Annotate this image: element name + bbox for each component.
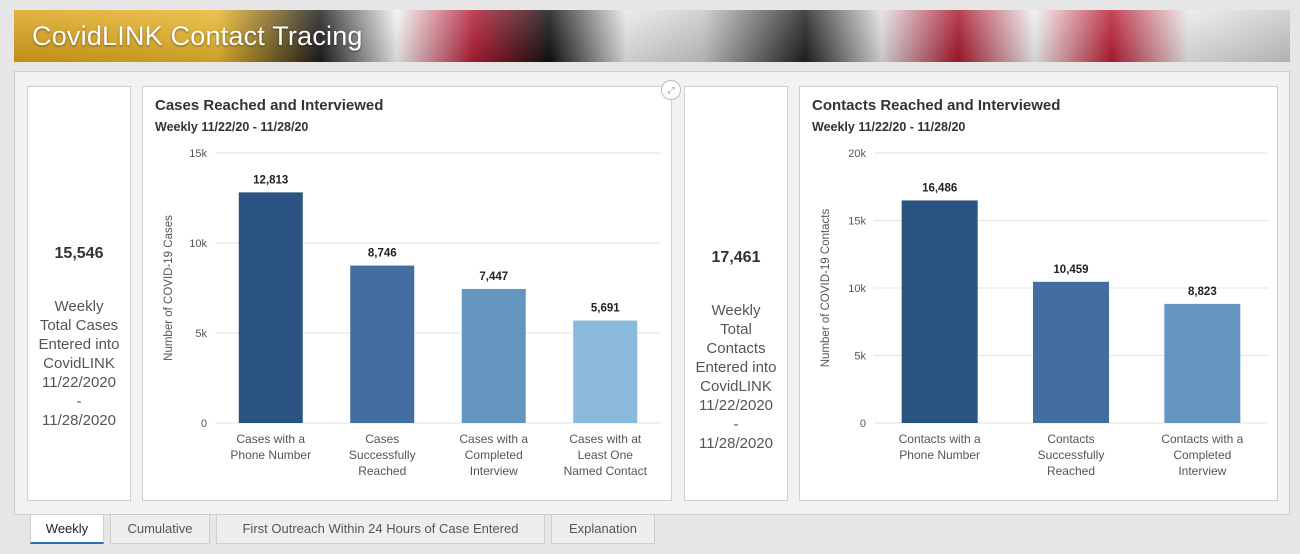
x-tick-label: Interview — [470, 464, 518, 478]
data-label: 8,746 — [368, 248, 397, 260]
data-label: 16,486 — [922, 182, 957, 194]
tab-explanation[interactable]: Explanation — [551, 514, 655, 544]
x-tick-label: Cases with at — [569, 432, 642, 446]
header-banner: CovidLINK Contact Tracing — [14, 10, 1290, 62]
x-tick-label: Phone Number — [230, 448, 311, 462]
x-tick-label: Phone Number — [899, 448, 980, 462]
indicator-total-cases: 15,546 Weekly Total Cases Entered into C… — [27, 86, 131, 501]
data-label: 8,823 — [1188, 286, 1217, 298]
y-tick-label: 20k — [848, 148, 866, 160]
bar-chart-contacts: 0 5k 10k 15k 20k Number of COVID-19 Contacts 1… — [820, 148, 1268, 478]
chart-title: Contacts Reached and Interviewed — [812, 97, 1061, 114]
chart-title: Cases Reached and Interviewed — [155, 97, 384, 114]
y-axis-label: Number of COVID-19 Contacts — [820, 209, 832, 368]
x-tick-label: Successfully — [1038, 448, 1105, 462]
x-tick-label: Successfully — [349, 448, 416, 462]
data-label: 10,459 — [1053, 264, 1088, 276]
indicator-value: 15,546 — [54, 245, 104, 262]
x-tick-label: Cases — [365, 432, 399, 446]
y-tick-label: 15k — [848, 216, 866, 228]
bar — [1033, 281, 1109, 423]
indicator-value: 17,461 — [711, 249, 761, 266]
x-tick-label: Named Contact — [564, 464, 648, 478]
chart-panel-contacts: Contacts Reached and Interviewed Weekly … — [799, 86, 1278, 501]
chart-subtitle: Weekly 11/22/20 - 11/28/20 — [812, 120, 966, 134]
y-axis-label: Number of COVID-19 Cases — [163, 215, 175, 361]
y-tick-label: 0 — [860, 418, 866, 430]
page-title: CovidLINK Contact Tracing — [32, 21, 363, 51]
indicator-description: Weekly Total Cases Entered into CovidLIN… — [38, 298, 120, 429]
x-tick-label: Least One — [578, 448, 634, 462]
y-tick-label: 5k — [195, 328, 207, 340]
y-tick-label: 10k — [848, 283, 866, 295]
bar-chart-cases: 0 5k 10k 15k Number of COVID-19 Cases 12,813 C… — [163, 148, 661, 478]
indicator-total-contacts: 17,461 Weekly Total Contacts Entered int… — [684, 86, 788, 501]
data-label: 5,691 — [591, 303, 620, 315]
tab-weekly[interactable]: Weekly — [30, 514, 104, 544]
bar — [461, 288, 526, 423]
tab-first-outreach[interactable]: First Outreach Within 24 Hours of Case E… — [216, 514, 545, 544]
x-tick-label: Contacts with a — [1161, 432, 1243, 446]
x-tick-label: Cases with a — [236, 432, 305, 446]
bar — [901, 200, 978, 423]
x-tick-label: Cases with a — [459, 432, 528, 446]
chart-panel-cases: Cases Reached and Interviewed Weekly 11/… — [142, 86, 672, 501]
y-tick-label: 5k — [854, 351, 866, 363]
chart-subtitle: Weekly 11/22/20 - 11/28/20 — [155, 120, 309, 134]
bar — [238, 192, 303, 423]
bar — [1164, 303, 1241, 423]
bar — [573, 320, 638, 423]
x-tick-label: Reached — [1047, 464, 1095, 478]
expand-icon[interactable]: ⤢ — [661, 80, 681, 100]
x-tick-label: Interview — [1178, 464, 1226, 478]
x-tick-label: Completed — [465, 448, 523, 462]
x-tick-label: Contacts — [1047, 432, 1094, 446]
y-tick-label: 0 — [201, 418, 207, 430]
data-label: 12,813 — [253, 174, 288, 186]
indicator-description: Weekly Total Contacts Entered into Covid… — [695, 302, 777, 452]
tab-cumulative[interactable]: Cumulative — [110, 514, 210, 544]
bar — [350, 265, 415, 423]
x-tick-label: Reached — [358, 464, 406, 478]
x-tick-label: Completed — [1173, 448, 1231, 462]
y-tick-label: 15k — [189, 148, 207, 160]
y-tick-label: 10k — [189, 238, 207, 250]
data-label: 7,447 — [479, 271, 508, 283]
x-tick-label: Contacts with a — [899, 432, 981, 446]
